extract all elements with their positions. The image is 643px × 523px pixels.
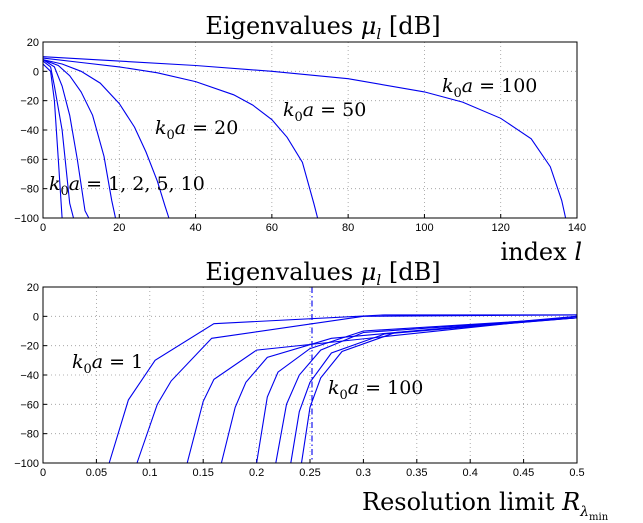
lower-x-axis-label: Resolution limit Rλmin	[362, 488, 609, 523]
x-tick-label: 0.3	[356, 467, 371, 479]
upper-x-axis-label: index l	[500, 238, 582, 266]
upper-grid	[43, 42, 577, 218]
x-tick-label: 0.45	[513, 467, 534, 479]
lower-tick-labels: 0 0.05 0.1 0.15 0.2 0.25 0.3 0.35 0.4 0.45 0.5200−…	[14, 282, 584, 479]
lower-grid	[43, 287, 577, 463]
annotation-k0a-50: k0a = 50	[283, 99, 366, 125]
y-tick-label: −80	[20, 429, 39, 441]
upper-chart-title: Eigenvalues μl [dB]	[205, 12, 440, 43]
x-tick-label: 0	[40, 467, 46, 479]
y-tick-label: 0	[33, 311, 39, 323]
x-tick-label: 0.4	[463, 467, 478, 479]
x-tick-label: 0.15	[192, 467, 213, 479]
y-tick-label: −40	[20, 370, 39, 382]
eigenvalue-curve-6	[42, 57, 319, 219]
annotation-k0a-100: k0a = 100	[442, 75, 537, 101]
eigenvalue-curve-8	[300, 317, 578, 464]
eigenvalue-curve-4	[42, 59, 117, 219]
x-tick-label: 0.5	[569, 467, 584, 479]
y-tick-label: −20	[20, 96, 39, 108]
eigenvalue-curve-6	[275, 317, 578, 464]
x-tick-label: 0.25	[299, 467, 320, 479]
upper-curves	[42, 56, 567, 219]
x-tick-label: 100	[415, 222, 433, 234]
annotation-k0a-1: k0a = 1	[72, 351, 143, 377]
upper-axes-frame	[42, 41, 578, 219]
eigenvalue-curve-5	[42, 59, 170, 219]
annotation-k0a-20: k0a = 20	[155, 117, 238, 143]
eigenvalue-curve-7	[42, 56, 567, 219]
y-tick-label: −60	[20, 154, 39, 166]
y-tick-label: −100	[14, 213, 39, 225]
x-tick-label: 40	[189, 222, 201, 234]
x-tick-label: 0.1	[142, 467, 157, 479]
y-tick-label: 0	[33, 66, 39, 78]
eigenvalue-curve-5	[256, 317, 578, 464]
lower-chart: Eigenvalues μl [dB] 0 0.05 0.1 0.15 0.2 0.25 0…	[14, 258, 609, 523]
annotation-k0a-100-lower: k0a = 100	[328, 377, 423, 403]
eigenvalue-curve-2	[136, 314, 578, 464]
x-tick-label: 0	[40, 222, 46, 234]
y-tick-label: −80	[20, 184, 39, 196]
y-tick-label: 20	[27, 37, 39, 49]
eigenvalue-curve-1	[108, 314, 577, 464]
lower-curves	[108, 314, 578, 464]
x-tick-label: 60	[266, 222, 278, 234]
lower-chart-title: Eigenvalues μl [dB]	[205, 258, 440, 289]
y-tick-label: −100	[14, 458, 39, 470]
upper-chart: Eigenvalues μl [dB] 0 20 40 60 80 100 120 140 20…	[14, 12, 586, 266]
x-tick-label: 80	[342, 222, 354, 234]
x-tick-label: 20	[113, 222, 125, 234]
x-tick-label: 0.05	[86, 467, 107, 479]
x-tick-label: 140	[568, 222, 586, 234]
eigenvalue-curve-4	[220, 315, 578, 464]
eigenvalue-curve-2	[42, 60, 75, 219]
lower-axes-frame	[42, 286, 578, 464]
eigenvalue-curve-3	[186, 315, 578, 464]
y-tick-label: 20	[27, 282, 39, 294]
y-tick-label: −60	[20, 399, 39, 411]
y-tick-label: −20	[20, 341, 39, 353]
x-tick-label: 0.35	[406, 467, 427, 479]
x-tick-label: 0.2	[249, 467, 264, 479]
x-tick-label: 120	[492, 222, 510, 234]
y-tick-label: −40	[20, 125, 39, 137]
annotation-k0a-1-2-5-10: k0a = 1, 2, 5, 10	[49, 173, 205, 199]
eigenvalue-curve-3	[42, 59, 90, 219]
